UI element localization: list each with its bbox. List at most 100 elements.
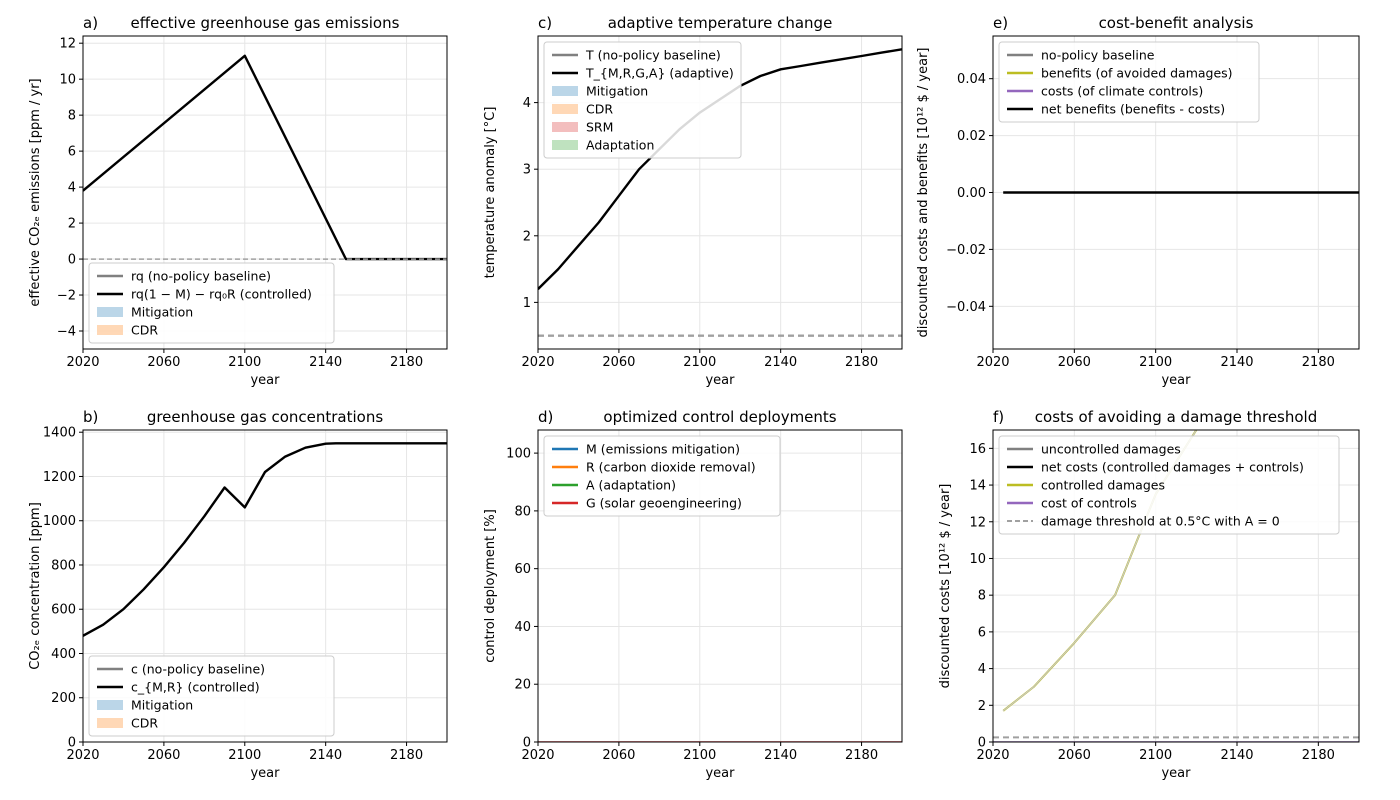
x-tick-label: 2140 bbox=[764, 355, 797, 370]
panel-label: e) bbox=[993, 14, 1008, 32]
y-axis-label: control deployment [%] bbox=[483, 509, 498, 663]
panel-title: adaptive temperature change bbox=[608, 14, 833, 32]
y-tick-label: 0.04 bbox=[957, 72, 986, 87]
legend-label: controlled damages bbox=[1041, 478, 1165, 493]
panel-e: 2020 2060 2100 2140 2180 −0.04 −0.02 0.00 0.02 0.… bbox=[916, 14, 1360, 388]
legend: uncontrolled damages net costs (controlle… bbox=[998, 435, 1340, 535]
legend-label: SRM bbox=[586, 120, 613, 135]
x-tick-label: 2060 bbox=[1058, 355, 1091, 370]
y-tick-label: 14 bbox=[969, 479, 986, 494]
y-tick-label: 4 bbox=[978, 662, 986, 677]
panel-f: 2020 2060 2100 2140 2180 0 2 4 6 8 10 12 14 16 year dis… bbox=[938, 408, 1360, 781]
legend: T (no-policy baseline) T_{M,R,G,A} (adapt… bbox=[543, 41, 742, 159]
x-tick-label: 2100 bbox=[683, 748, 716, 763]
legend-label: CDR bbox=[131, 323, 158, 338]
series-line bbox=[83, 442, 447, 637]
x-tick-label: 2020 bbox=[976, 355, 1009, 370]
y-tick-label: 80 bbox=[514, 504, 531, 519]
legend-box bbox=[543, 41, 742, 159]
legend-label: T_{M,R,G,A} (adaptive) bbox=[585, 66, 734, 81]
y-tick-label: 0.02 bbox=[957, 129, 986, 144]
axes-frame bbox=[82, 35, 448, 350]
y-tick-label: 1000 bbox=[43, 514, 76, 529]
legend-box bbox=[998, 41, 1260, 123]
legend-swatch bbox=[97, 700, 123, 710]
legend: no-policy baseline benefits (of avoided d… bbox=[998, 41, 1260, 123]
axes-frame bbox=[537, 35, 903, 350]
y-tick-label: 8 bbox=[68, 109, 76, 124]
legend-label: CDR bbox=[586, 102, 613, 117]
legend-label: c_{M,R} (controlled) bbox=[131, 680, 260, 695]
legend-label: Mitigation bbox=[131, 305, 193, 320]
y-tick-label: 60 bbox=[514, 562, 531, 577]
x-tick-label: 2180 bbox=[1302, 355, 1335, 370]
y-axis-label: effective CO₂ₑ emissions [ppm / yr] bbox=[28, 78, 43, 306]
x-axis-label: year bbox=[250, 766, 280, 781]
legend-label: Adaptation bbox=[586, 138, 654, 153]
legend-box bbox=[88, 262, 335, 344]
x-tick-label: 2020 bbox=[521, 355, 554, 370]
y-tick-label: 16 bbox=[969, 442, 986, 457]
y-tick-label: 0 bbox=[978, 736, 986, 751]
x-tick-label: 2100 bbox=[683, 355, 716, 370]
series-line bbox=[83, 54, 447, 261]
legend-label: A (adaptation) bbox=[586, 478, 676, 493]
x-tick-label: 2100 bbox=[228, 355, 261, 370]
x-tick-label: 2100 bbox=[228, 748, 261, 763]
legend: c (no-policy baseline) c_{M,R} (controlle… bbox=[88, 655, 335, 737]
x-tick-label: 2100 bbox=[1139, 355, 1172, 370]
panel-title: costs of avoiding a damage threshold bbox=[1035, 408, 1317, 426]
y-tick-label: −4 bbox=[57, 325, 76, 340]
y-tick-label: 2 bbox=[523, 229, 531, 244]
axes-frame bbox=[537, 429, 903, 743]
x-tick-label: 2140 bbox=[1220, 748, 1253, 763]
x-tick-label: 2020 bbox=[66, 748, 99, 763]
x-tick-label: 2180 bbox=[390, 355, 423, 370]
panel-label: d) bbox=[538, 408, 553, 426]
x-tick-label: 2020 bbox=[521, 748, 554, 763]
y-tick-label: 40 bbox=[514, 620, 531, 635]
panel-a: 2020 2060 2100 2140 2180 −4 −2 0 2 4 6 8 10 12 year eff… bbox=[28, 14, 448, 388]
y-tick-label: 400 bbox=[51, 647, 76, 662]
legend-swatch bbox=[97, 325, 123, 335]
legend-swatch bbox=[552, 122, 578, 132]
y-tick-label: 4 bbox=[523, 96, 531, 111]
y-tick-label: −0.04 bbox=[946, 300, 986, 315]
legend-label: net costs (controlled damages + controls… bbox=[1041, 460, 1304, 475]
panel-title: cost-benefit analysis bbox=[1099, 14, 1254, 32]
x-axis-label: year bbox=[250, 373, 280, 388]
legend: rq (no-policy baseline) rq(1 − M) − rq₀R … bbox=[88, 262, 335, 344]
x-tick-label: 2180 bbox=[845, 748, 878, 763]
legend-label: no-policy baseline bbox=[1041, 48, 1155, 63]
panel-label: c) bbox=[538, 14, 552, 32]
legend-label: costs (of climate controls) bbox=[1041, 84, 1203, 99]
y-tick-label: 2 bbox=[68, 217, 76, 232]
y-tick-label: 6 bbox=[978, 625, 986, 640]
legend-label: c (no-policy baseline) bbox=[131, 662, 265, 677]
plot-area bbox=[83, 442, 447, 637]
x-tick-label: 2060 bbox=[602, 355, 635, 370]
legend-label: CDR bbox=[131, 716, 158, 731]
legend-swatch bbox=[97, 307, 123, 317]
x-axis-label: year bbox=[705, 373, 735, 388]
y-tick-label: −2 bbox=[57, 289, 76, 304]
x-tick-label: 2140 bbox=[764, 748, 797, 763]
y-tick-label: 1 bbox=[523, 296, 531, 311]
legend-swatch bbox=[97, 718, 123, 728]
legend-box bbox=[543, 435, 781, 517]
x-axis-label: year bbox=[705, 766, 735, 781]
y-axis-label: discounted costs and benefits [10¹² $ / … bbox=[916, 48, 931, 338]
x-tick-label: 2140 bbox=[1220, 355, 1253, 370]
y-tick-label: 12 bbox=[969, 515, 986, 530]
x-tick-label: 2180 bbox=[390, 748, 423, 763]
y-tick-label: 1400 bbox=[43, 426, 76, 441]
panel-d: 2020 2060 2100 2140 2180 0 20 40 60 80 100 year cont… bbox=[483, 408, 903, 781]
legend-swatch bbox=[552, 140, 578, 150]
x-tick-label: 2100 bbox=[1139, 748, 1172, 763]
y-axis-label: discounted costs [10¹² $ / year] bbox=[938, 484, 953, 689]
y-tick-label: 200 bbox=[51, 691, 76, 706]
legend-label: damage threshold at 0.5°C with A = 0 bbox=[1041, 514, 1280, 529]
panel-b: 2020 2060 2100 2140 2180 0 200 400 600 800 1000 120… bbox=[28, 408, 448, 781]
panel-label: f) bbox=[993, 408, 1004, 426]
